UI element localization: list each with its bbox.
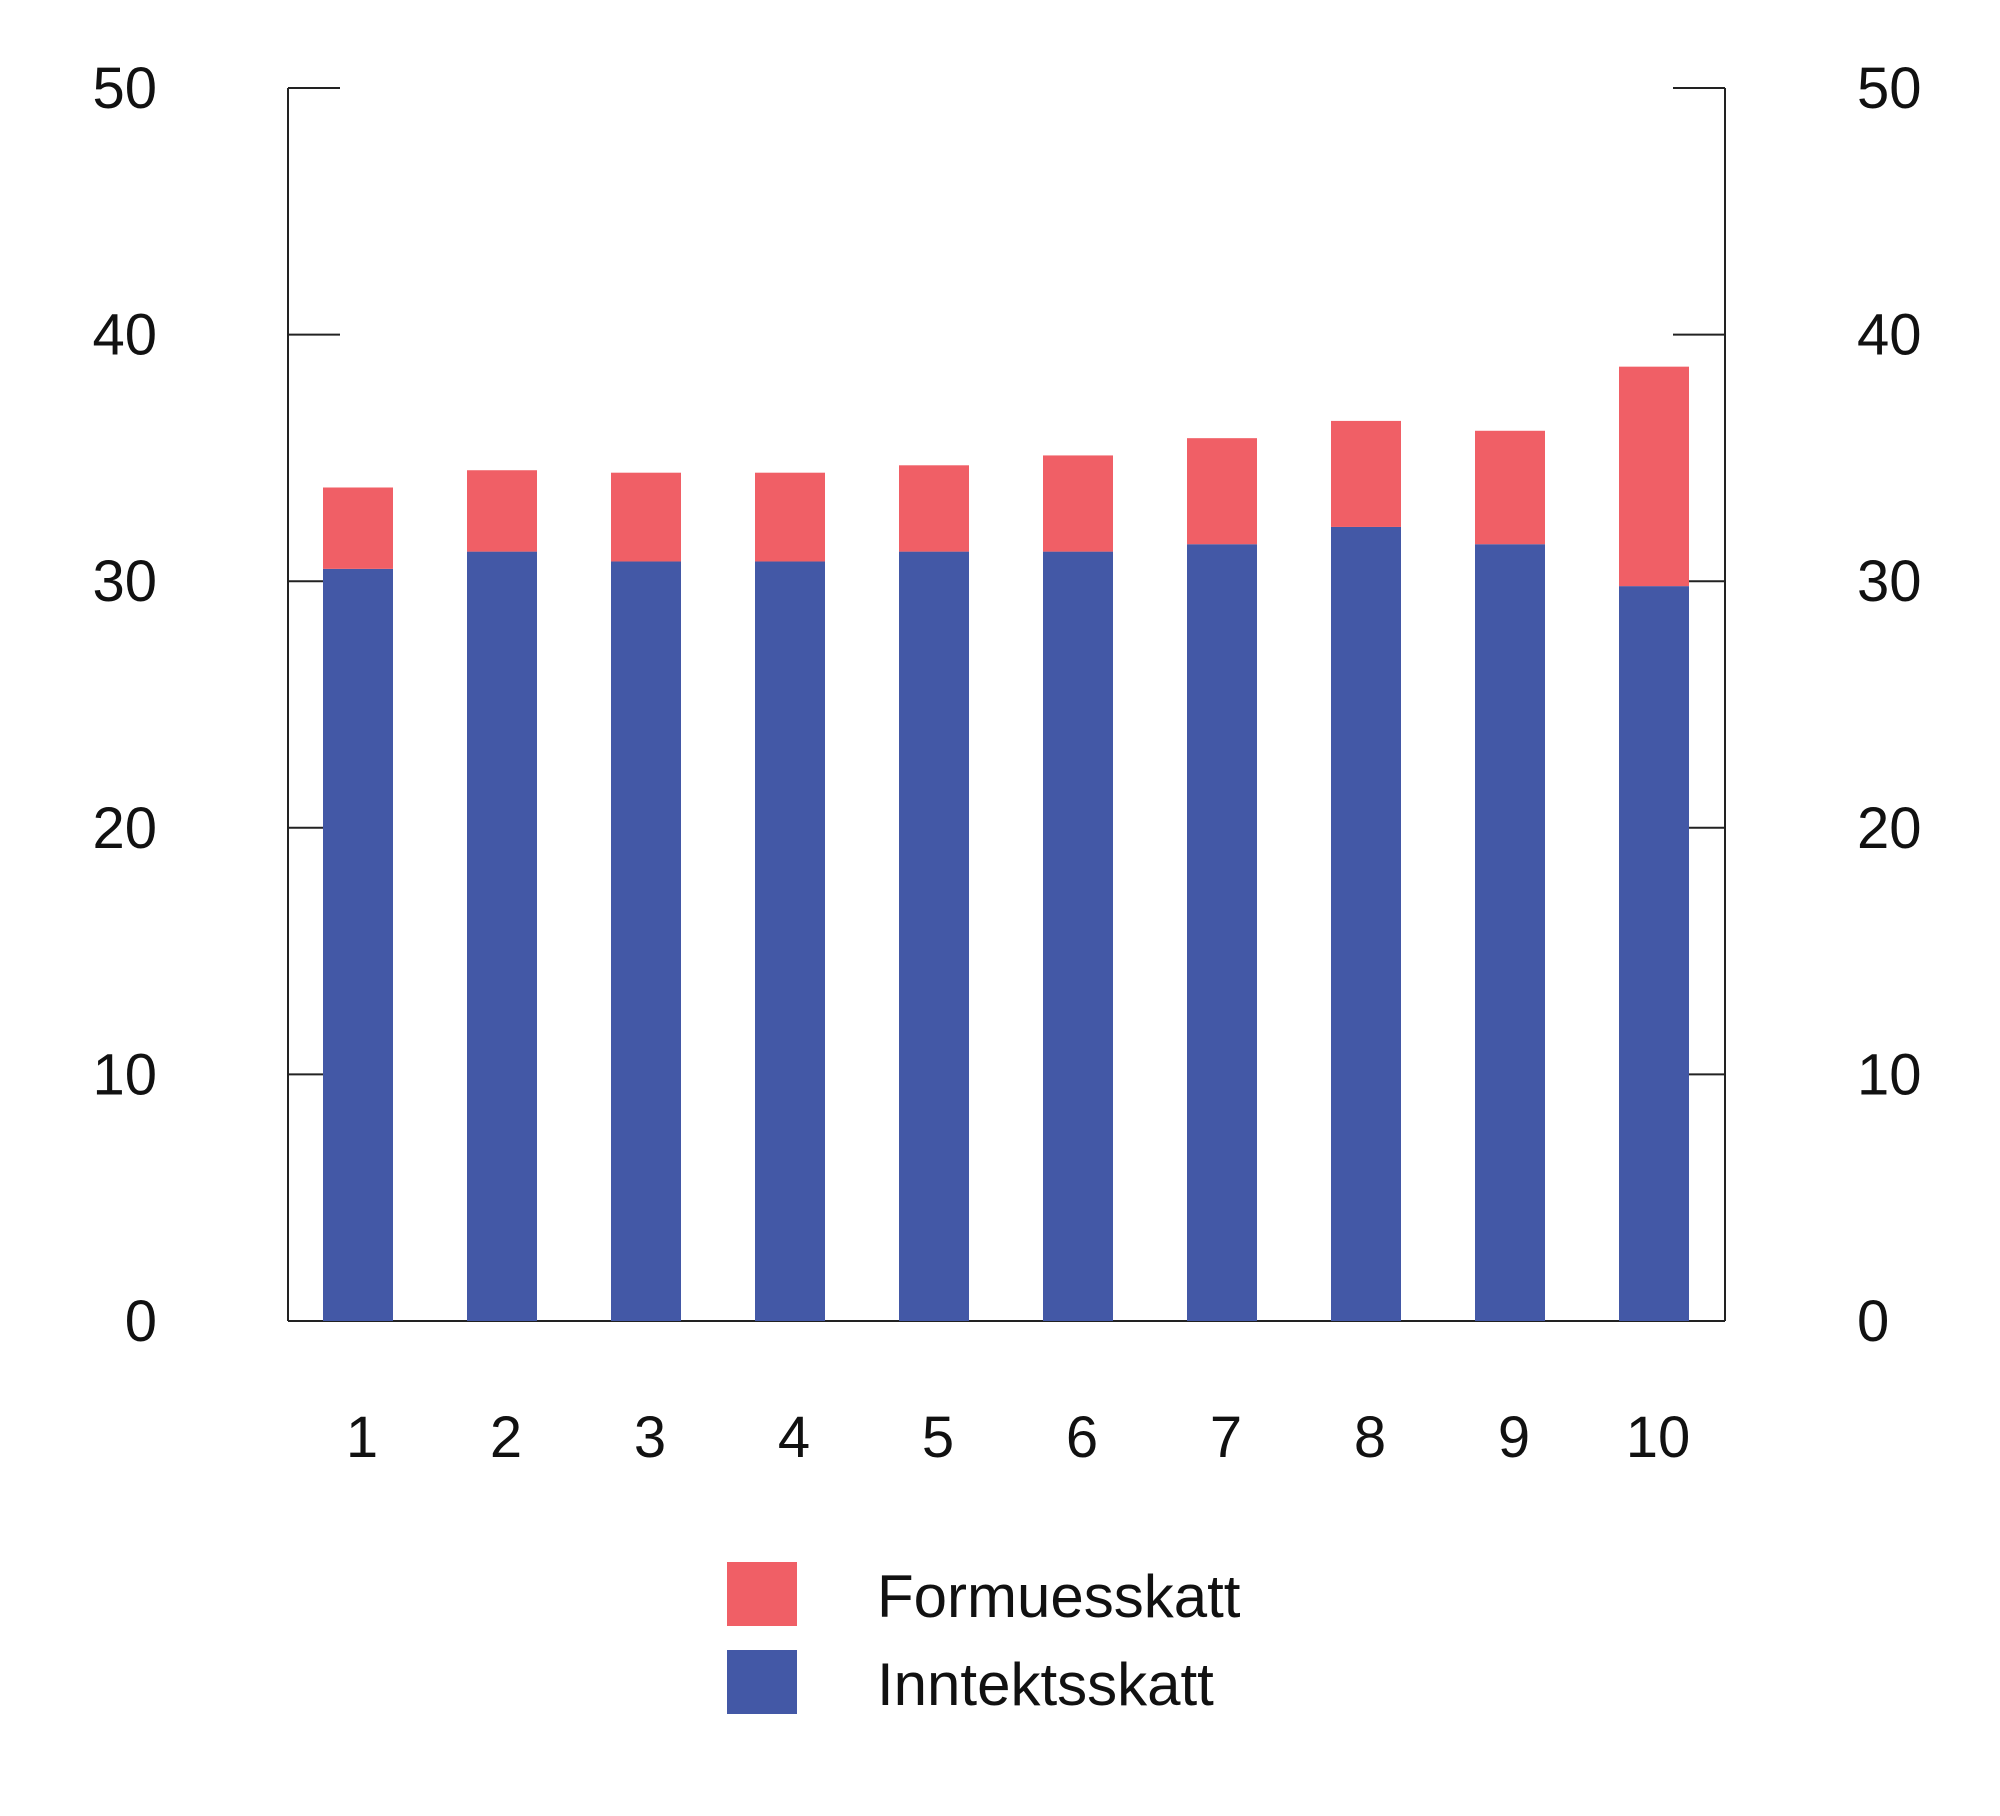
right-y-tick-label: 0 xyxy=(1857,1289,1889,1354)
legend-swatch-inntektsskatt xyxy=(727,1650,797,1714)
x-tick-label: 4 xyxy=(778,1405,810,1470)
x-tick-label: 1 xyxy=(346,1405,378,1470)
bar-formuesskatt-7 xyxy=(1187,438,1257,545)
right-y-tick-label: 20 xyxy=(1857,796,1922,861)
x-tick-label: 7 xyxy=(1210,1405,1242,1470)
bars xyxy=(323,366,1689,1321)
bar-inntektsskatt-10 xyxy=(1619,586,1689,1321)
bar-formuesskatt-5 xyxy=(899,465,969,552)
bar-formuesskatt-4 xyxy=(755,472,825,562)
x-tick-label: 10 xyxy=(1626,1405,1691,1470)
left-y-tick-label: 40 xyxy=(92,303,157,368)
bar-inntektsskatt-8 xyxy=(1331,526,1401,1321)
legend: Formuesskatt Inntektsskatt xyxy=(727,1562,1241,1718)
x-tick-label: 9 xyxy=(1498,1405,1530,1470)
bar-formuesskatt-1 xyxy=(323,487,393,569)
left-y-tick-label: 30 xyxy=(92,549,157,614)
x-tick-label: 3 xyxy=(634,1405,666,1470)
bar-inntektsskatt-7 xyxy=(1187,544,1257,1321)
bar-formuesskatt-9 xyxy=(1475,430,1545,545)
bar-inntektsskatt-9 xyxy=(1475,544,1545,1321)
left-y-tick-label: 0 xyxy=(125,1289,157,1354)
bar-formuesskatt-3 xyxy=(611,472,681,562)
x-tick-label: 6 xyxy=(1066,1405,1098,1470)
bar-inntektsskatt-6 xyxy=(1043,551,1113,1321)
right-y-tick-label: 30 xyxy=(1857,549,1922,614)
left-y-tick-label: 50 xyxy=(92,56,157,121)
left-y-tick-label: 10 xyxy=(92,1042,157,1107)
right-y-tick-label: 10 xyxy=(1857,1042,1922,1107)
right-y-tick-label: 40 xyxy=(1857,303,1922,368)
left-y-tick-label: 20 xyxy=(92,796,157,861)
x-tick-labels: 1 2 3 4 5 6 7 8 9 10 xyxy=(346,1405,1690,1470)
x-tick-label: 5 xyxy=(922,1405,954,1470)
x-tick-label: 8 xyxy=(1354,1405,1386,1470)
bar-inntektsskatt-1 xyxy=(323,568,393,1321)
bar-formuesskatt-6 xyxy=(1043,455,1113,552)
bar-formuesskatt-8 xyxy=(1331,420,1401,527)
y-tick-labels: 0 0 10 10 20 20 30 30 40 40 50 50 xyxy=(92,56,1921,1354)
legend-label-formuesskatt: Formuesskatt xyxy=(877,1563,1241,1630)
x-tick-label: 2 xyxy=(490,1405,522,1470)
bar-inntektsskatt-4 xyxy=(755,561,825,1321)
bar-formuesskatt-10 xyxy=(1619,366,1689,587)
legend-swatch-formuesskatt xyxy=(727,1562,797,1626)
bar-inntektsskatt-2 xyxy=(467,551,537,1321)
bar-inntektsskatt-5 xyxy=(899,551,969,1321)
right-y-tick-label: 50 xyxy=(1857,56,1922,121)
legend-label-inntektsskatt: Inntektsskatt xyxy=(877,1651,1214,1718)
bar-inntektsskatt-3 xyxy=(611,561,681,1321)
bar-formuesskatt-2 xyxy=(467,470,537,552)
